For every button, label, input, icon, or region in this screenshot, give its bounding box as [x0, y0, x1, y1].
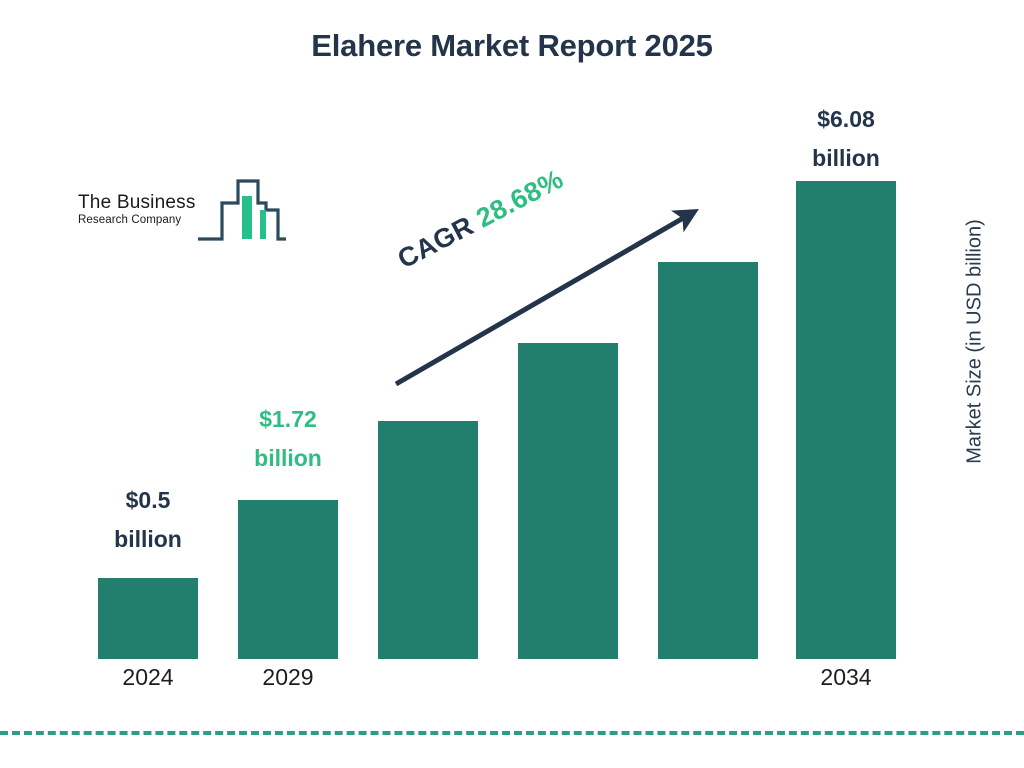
page-title: Elahere Market Report 2025	[311, 28, 713, 63]
bar-label-2029-value: $1.72	[259, 406, 317, 432]
xtick-2034: 2034	[820, 664, 872, 690]
bottom-divider	[0, 731, 1024, 735]
logo-wordmark: The Business Research Company	[78, 192, 206, 227]
bar-2034	[796, 181, 896, 659]
bar-label-2034-value: $6.08	[817, 106, 875, 132]
bar-2029	[238, 500, 338, 659]
logo-line-1: The Business	[78, 192, 196, 213]
bar-label-2024-unit: billion	[114, 526, 182, 552]
bar-label-2029-unit: billion	[254, 445, 322, 471]
logo-line-2: Research Company	[78, 214, 182, 226]
bar-label-2034-unit: billion	[812, 145, 880, 171]
bar-2024	[98, 578, 198, 659]
company-logo: The Business Research Company	[78, 178, 288, 250]
bar-label-2029: $1.72 billion	[218, 400, 358, 478]
bar-3	[378, 421, 478, 659]
bar-label-2024-value: $0.5	[125, 487, 171, 513]
bar-label-2034: $6.08 billion	[776, 100, 916, 178]
logo-bar-chart-icon	[198, 179, 286, 241]
bar-label-2024: $0.5 billion	[78, 481, 218, 559]
xtick-2029: 2029	[262, 664, 314, 690]
xtick-2024: 2024	[122, 664, 174, 690]
y-axis-title: Market Size (in USD billion)	[963, 219, 986, 464]
bar-4	[518, 343, 618, 659]
bar-5	[658, 262, 758, 659]
